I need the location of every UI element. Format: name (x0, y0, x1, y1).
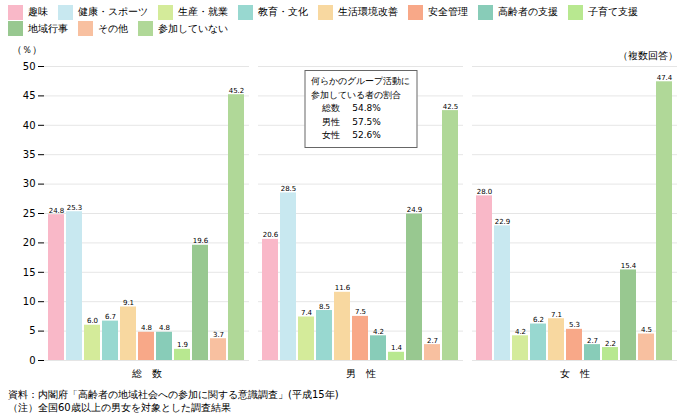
svg-text:15: 15 (23, 267, 36, 278)
html-text:何らかのグループ活動に 参加している者の割合 総数 54.8: 何らかのグループ活動に 参加している者の割合 総数 54.8% 男性 57.5%… (311, 76, 410, 140)
html-text:安全管理: 安全管理 (428, 6, 468, 18)
svg-text:2.7: 2.7 (587, 337, 598, 345)
svg-text:45: 45 (23, 90, 36, 101)
svg-text:50: 50 (23, 61, 36, 72)
svg-text:47.4: 47.4 (657, 74, 673, 82)
html-text:子育て支援: 子育て支援 (588, 6, 638, 18)
svg-text:男 性: 男 性 (346, 368, 376, 379)
svg-text:総 数: 総 数 (131, 368, 162, 379)
svg-text:6.2: 6.2 (533, 316, 544, 324)
svg-text:30: 30 (23, 178, 36, 189)
svg-text:4.2: 4.2 (373, 328, 384, 336)
svg-text:3.7: 3.7 (213, 331, 224, 339)
svg-text:24.8: 24.8 (49, 207, 65, 215)
svg-text:20.6: 20.6 (263, 231, 279, 239)
svg-text:7.1: 7.1 (551, 311, 562, 319)
svg-text:7.4: 7.4 (301, 309, 313, 317)
html-text:その他: その他 (98, 22, 128, 34)
svg-text:45.2: 45.2 (229, 87, 245, 95)
html-text:健康・スポーツ: 健康・スポーツ (78, 6, 148, 18)
html-text:生活環境改善: 生活環境改善 (338, 6, 398, 18)
svg-text:1.4: 1.4 (391, 344, 403, 352)
html-text:地域行事: 地域行事 (28, 22, 68, 34)
svg-text:11.6: 11.6 (335, 284, 351, 292)
svg-text:25.3: 25.3 (67, 204, 83, 212)
svg-text:40: 40 (23, 120, 36, 131)
svg-text:（複数回答）: （複数回答） (618, 50, 678, 61)
svg-text:22.9: 22.9 (495, 218, 511, 226)
html-text:資料：内閣府「高齢者の地域社会への参加に関する意識調査」(平: 資料：内閣府「高齢者の地域社会への参加に関する意識調査」(平成15年) （注）全… (8, 389, 339, 413)
svg-text:20: 20 (23, 237, 36, 248)
svg-text:5: 5 (29, 325, 35, 336)
svg-text:28.5: 28.5 (281, 185, 297, 193)
html-text:趣味: 趣味 (28, 6, 48, 18)
svg-text:（％）: （％） (12, 44, 42, 55)
svg-text:28.0: 28.0 (477, 188, 493, 196)
svg-text:2.2: 2.2 (605, 340, 616, 348)
html-text:参加していない: 参加していない (158, 22, 228, 34)
svg-text:4.8: 4.8 (141, 324, 152, 332)
svg-text:19.6: 19.6 (193, 237, 209, 245)
svg-text:35: 35 (23, 149, 36, 160)
svg-text:4.5: 4.5 (641, 326, 652, 334)
svg-text:6.7: 6.7 (105, 313, 116, 321)
svg-text:2.7: 2.7 (427, 337, 438, 345)
svg-text:42.5: 42.5 (443, 103, 459, 111)
svg-text:1.9: 1.9 (177, 341, 188, 349)
svg-text:15.4: 15.4 (621, 262, 637, 270)
svg-text:4.8: 4.8 (159, 324, 170, 332)
svg-text:女 性: 女 性 (560, 368, 590, 379)
html-text:生産・就業: 生産・就業 (178, 6, 228, 18)
svg-text:6.0: 6.0 (87, 317, 98, 325)
svg-text:8.5: 8.5 (319, 303, 330, 311)
svg-text:10: 10 (23, 296, 36, 307)
svg-text:5.3: 5.3 (569, 321, 580, 329)
svg-text:25: 25 (23, 208, 36, 219)
svg-text:0: 0 (29, 355, 35, 366)
html-text:高齢者の支援: 高齢者の支援 (498, 6, 558, 18)
svg-text:7.5: 7.5 (355, 308, 366, 316)
svg-text:9.1: 9.1 (123, 299, 134, 307)
svg-text:4.2: 4.2 (515, 328, 526, 336)
svg-text:24.9: 24.9 (407, 206, 423, 214)
html-text:教育・文化: 教育・文化 (258, 6, 308, 18)
